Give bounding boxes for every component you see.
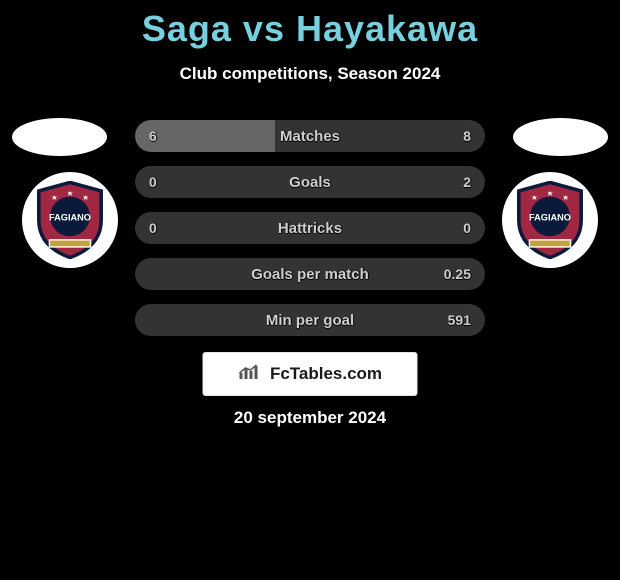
brand-text: FcTables.com (270, 364, 382, 384)
shield-icon: FAGIANO (34, 181, 106, 259)
stat-row: 0 Goals 2 (135, 166, 485, 198)
stat-value-right: 0.25 (444, 258, 471, 290)
footer-date: 20 september 2024 (0, 408, 620, 428)
stat-row: Goals per match 0.25 (135, 258, 485, 290)
player-right-avatar (513, 118, 608, 156)
stat-label: Min per goal (135, 304, 485, 336)
bar-chart-icon (238, 363, 264, 386)
stat-label: Matches (135, 120, 485, 152)
page-title: Saga vs Hayakawa (0, 0, 620, 50)
stat-value-right: 0 (463, 212, 471, 244)
club-badge-right: FAGIANO (502, 172, 598, 268)
stat-label: Hattricks (135, 212, 485, 244)
club-badge-left: FAGIANO (22, 172, 118, 268)
badge-text: FAGIANO (49, 213, 91, 223)
stat-row: 0 Hattricks 0 (135, 212, 485, 244)
stat-value-right: 591 (448, 304, 471, 336)
shield-icon: FAGIANO (514, 181, 586, 259)
brand-link[interactable]: FcTables.com (203, 352, 418, 396)
stats-panel: 6 Matches 8 0 Goals 2 0 Hattricks 0 Goal… (135, 120, 485, 350)
stat-label: Goals (135, 166, 485, 198)
stat-value-right: 8 (463, 120, 471, 152)
stat-label: Goals per match (135, 258, 485, 290)
stat-row: Min per goal 591 (135, 304, 485, 336)
badge-text: FAGIANO (529, 213, 571, 223)
player-left-avatar (12, 118, 107, 156)
page-subtitle: Club competitions, Season 2024 (0, 64, 620, 84)
stat-value-right: 2 (463, 166, 471, 198)
stat-row: 6 Matches 8 (135, 120, 485, 152)
